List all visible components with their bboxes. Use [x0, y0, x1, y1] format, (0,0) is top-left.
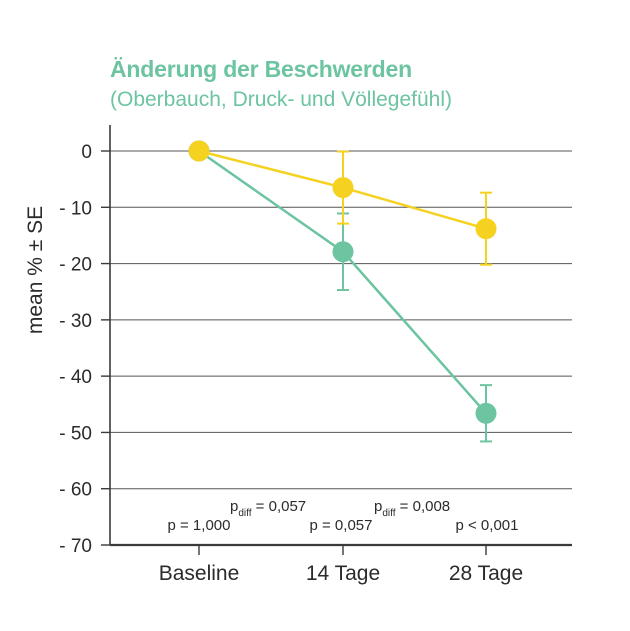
y-tick-labels: 0 - 10 - 20 - 30 - 40 - 50 - 60 - 70 [59, 142, 92, 557]
x-tick-label: 28 Tage [449, 562, 523, 585]
y-tick-label: - 10 [59, 198, 92, 219]
series-group [188, 140, 497, 443]
p-diff-label: pdiff = 0,057 [230, 498, 306, 519]
axes [101, 125, 572, 555]
x-tick-labels: Baseline 14 Tage 28 Tage [159, 562, 523, 585]
y-tick-label: - 20 [59, 255, 92, 276]
y-axis-label: mean % ± SE [24, 206, 47, 334]
p-diff-label: pdiff = 0,008 [374, 498, 450, 519]
y-tick-label: - 50 [59, 423, 92, 444]
data-point [188, 140, 210, 162]
x-tick-label: 14 Tage [306, 562, 380, 585]
series-yellow [188, 140, 497, 266]
y-tick-label: - 40 [59, 367, 92, 388]
y-tick-label: - 70 [59, 536, 92, 557]
data-point [332, 241, 354, 263]
y-tick-label: 0 [81, 142, 92, 163]
x-tick-label: Baseline [159, 562, 240, 585]
chart-title: Änderung der Beschwerden [110, 56, 412, 82]
data-point [475, 218, 497, 240]
p-value-label: p < 0,001 [456, 517, 519, 534]
y-tick-label: - 60 [59, 480, 92, 501]
p-value-annotations: p = 1,000 p = 0,057 p < 0,001 pdiff = 0,057… [168, 498, 519, 534]
data-point [475, 402, 497, 424]
chart-subtitle: (Oberbauch, Druck- und Völlegefühl) [110, 88, 453, 111]
p-value-label: p = 0,057 [310, 517, 373, 534]
gridlines [110, 150, 572, 490]
p-value-label: p = 1,000 [168, 517, 231, 534]
y-tick-label: - 30 [59, 311, 92, 332]
data-point [332, 177, 354, 199]
